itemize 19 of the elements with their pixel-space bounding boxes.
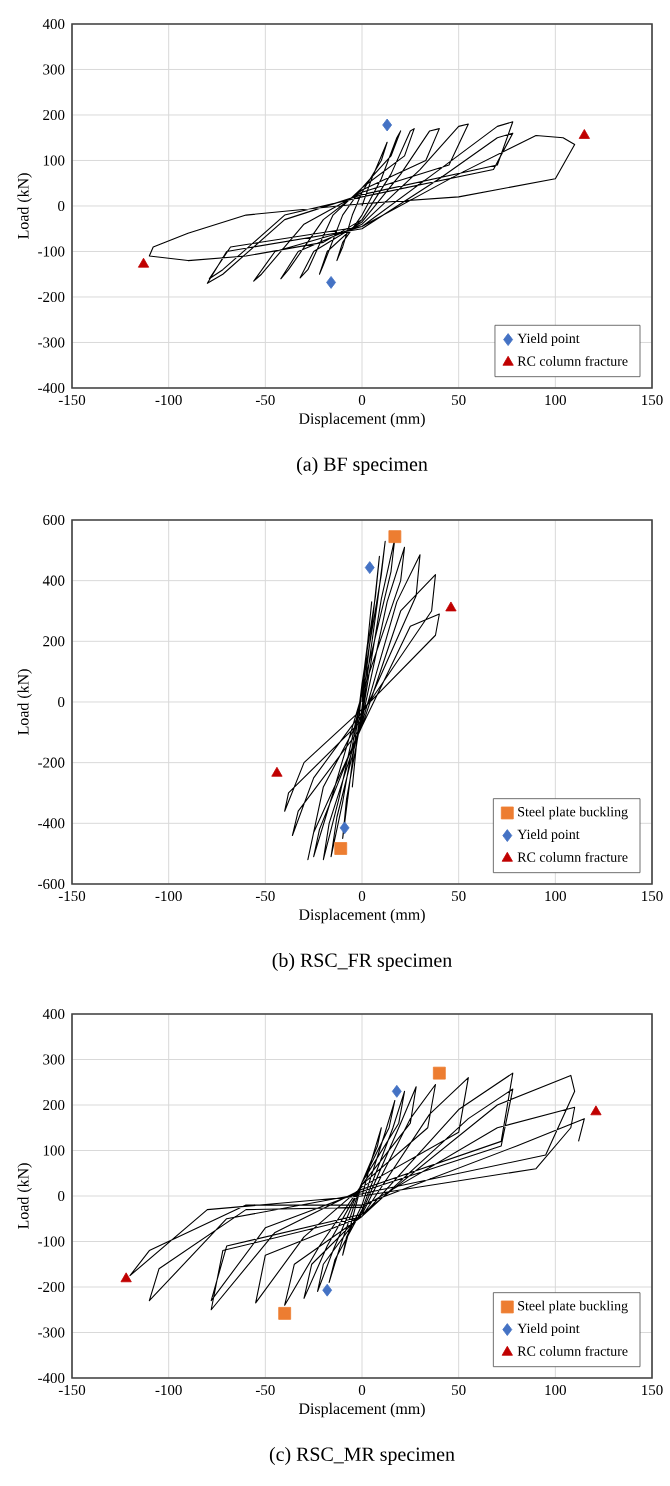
point <box>364 561 375 574</box>
point <box>388 530 402 544</box>
text: (b) RSC_FR specimen <box>272 952 452 972</box>
point <box>334 842 348 855</box>
point <box>278 1307 292 1320</box>
point <box>322 1283 333 1297</box>
point <box>271 766 283 777</box>
text: (c) RSC_MR specimen <box>269 1446 455 1466</box>
point <box>590 1105 602 1116</box>
point <box>137 257 150 268</box>
point <box>339 821 350 835</box>
point <box>445 601 457 612</box>
point <box>120 1272 132 1283</box>
point <box>432 1066 446 1080</box>
point <box>578 129 590 139</box>
text: (a) BF specimen <box>297 456 428 476</box>
point <box>326 276 336 289</box>
point <box>391 1084 402 1098</box>
point <box>382 118 393 132</box>
